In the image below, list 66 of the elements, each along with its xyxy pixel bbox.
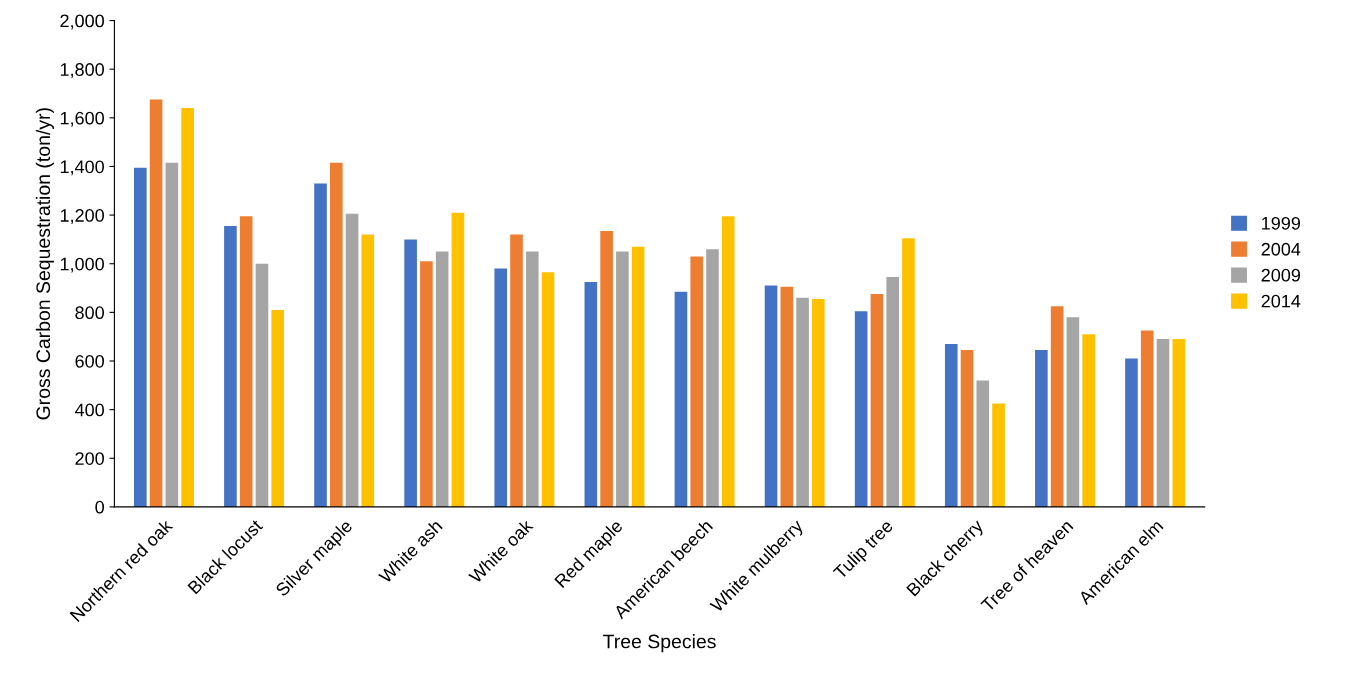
bar <box>944 343 958 507</box>
bar <box>674 291 688 507</box>
y-tick-label: 1,600 <box>60 111 104 127</box>
bar <box>886 277 899 507</box>
legend-label: 2014 <box>1261 294 1301 308</box>
bar <box>992 403 1005 507</box>
bar <box>255 263 269 507</box>
bar <box>690 256 704 507</box>
bar <box>796 297 809 507</box>
bar <box>149 99 163 507</box>
y-tick-label: 1,800 <box>60 63 104 79</box>
bar <box>1172 339 1186 507</box>
bar <box>764 285 778 507</box>
y-tick-label: 800 <box>75 306 104 320</box>
bar <box>1125 358 1138 507</box>
bar <box>616 251 629 507</box>
bar <box>902 238 915 507</box>
bar <box>1035 350 1048 507</box>
x-axis-title: Tree Species <box>603 634 716 653</box>
bar <box>541 272 555 507</box>
x-tick-label: Tulip tree <box>832 518 897 583</box>
bar <box>1066 317 1080 507</box>
y-tick-label: 1,200 <box>60 209 104 224</box>
y-tick-label: 1,400 <box>60 160 104 176</box>
legend-label: 1999 <box>1262 216 1301 230</box>
y-tick-label: 400 <box>74 403 104 417</box>
bar <box>584 281 598 507</box>
bar <box>420 261 433 507</box>
bar <box>510 234 523 507</box>
bar <box>706 249 719 507</box>
bar <box>271 309 285 507</box>
bar <box>780 286 794 507</box>
bar <box>494 268 508 507</box>
bar <box>812 298 825 507</box>
legend-label: 2004 <box>1261 242 1301 256</box>
bar <box>404 239 417 507</box>
bar <box>960 350 974 507</box>
bar <box>224 226 237 507</box>
legend-label: 2009 <box>1261 268 1301 282</box>
bar <box>181 108 194 507</box>
bar <box>361 234 375 507</box>
bar <box>1082 334 1095 507</box>
y-tick-label: 600 <box>75 354 104 368</box>
bar <box>329 162 343 507</box>
bar <box>451 212 465 507</box>
bar <box>976 380 990 507</box>
bar <box>314 183 327 507</box>
bar <box>1140 330 1154 507</box>
y-axis-title: Gross Carbon Sequestration (ton/yr) <box>35 108 54 420</box>
bar <box>854 311 868 507</box>
bar <box>631 246 645 507</box>
bar <box>721 216 735 507</box>
bar <box>1156 339 1170 507</box>
bar <box>239 216 253 507</box>
bar <box>525 251 539 507</box>
bar <box>870 294 884 507</box>
bar <box>435 251 449 507</box>
bar <box>345 213 359 507</box>
y-tick-label: 1,000 <box>60 257 104 273</box>
bar <box>1050 306 1064 507</box>
y-tick-label: 200 <box>75 452 104 465</box>
bar <box>134 167 147 507</box>
y-tick-label: 2,000 <box>60 14 104 30</box>
bar <box>600 230 613 507</box>
y-tick-label: 0 <box>95 500 104 514</box>
bar <box>165 162 179 507</box>
